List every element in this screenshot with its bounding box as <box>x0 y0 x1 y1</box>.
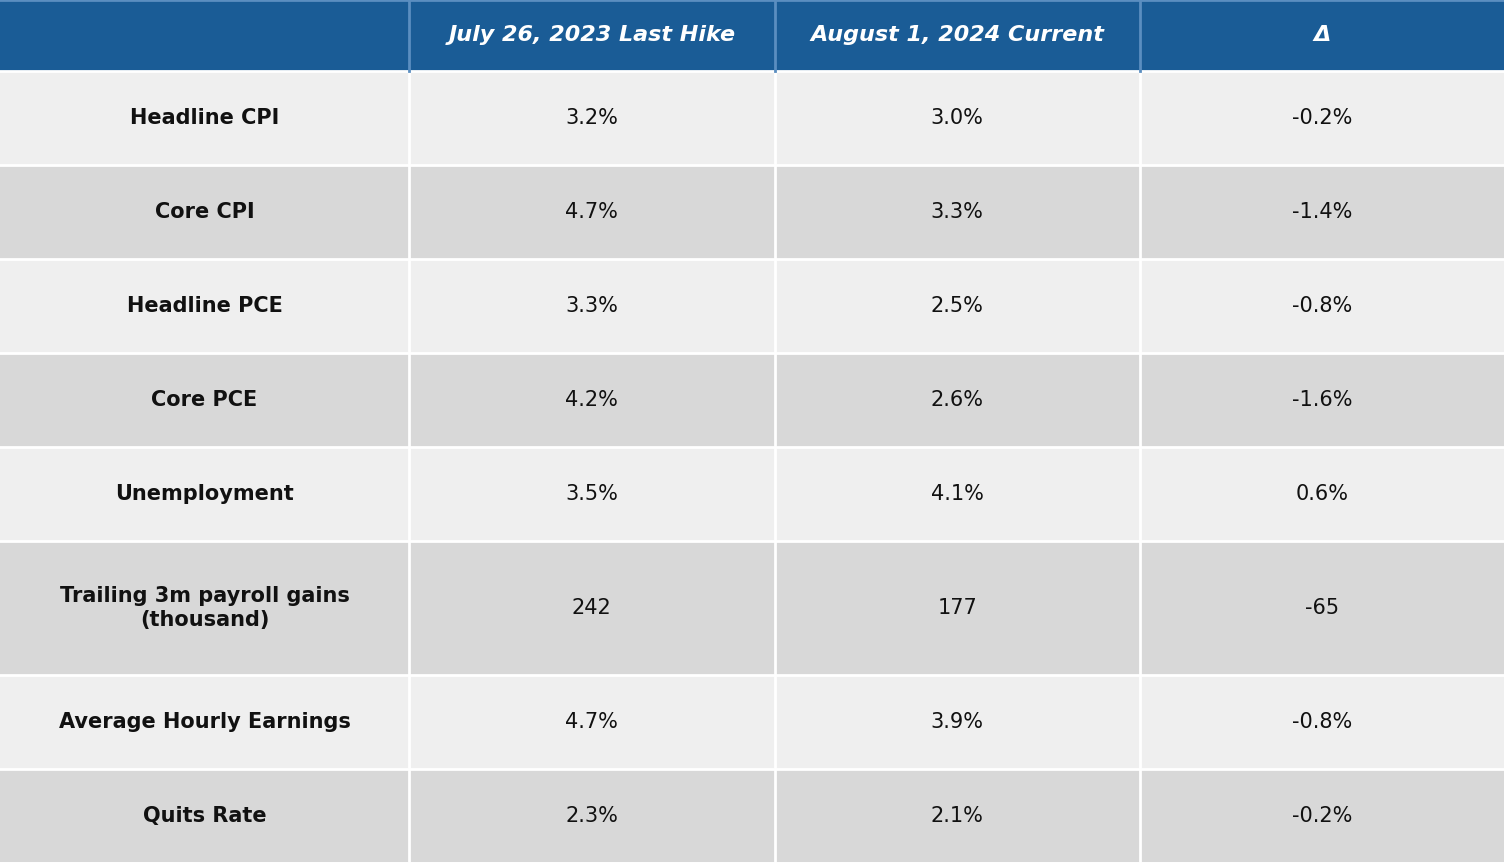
Text: 3.0%: 3.0% <box>931 108 984 128</box>
Text: 2.3%: 2.3% <box>566 806 618 826</box>
Bar <box>775 353 1140 447</box>
Text: Core PCE: Core PCE <box>152 390 257 410</box>
Text: 4.7%: 4.7% <box>566 712 618 732</box>
Bar <box>0 165 409 259</box>
Text: 4.2%: 4.2% <box>566 390 618 410</box>
Bar <box>409 353 775 447</box>
Bar <box>409 447 775 541</box>
Text: Average Hourly Earnings: Average Hourly Earnings <box>59 712 350 732</box>
Bar <box>1140 0 1504 71</box>
Text: 3.9%: 3.9% <box>931 712 984 732</box>
Text: 2.6%: 2.6% <box>931 390 984 410</box>
Bar <box>1140 259 1504 353</box>
Bar <box>1140 769 1504 863</box>
Text: Headline PCE: Headline PCE <box>126 296 283 316</box>
Text: 2.1%: 2.1% <box>931 806 984 826</box>
Bar <box>0 447 409 541</box>
Bar <box>775 71 1140 165</box>
Bar <box>1140 675 1504 769</box>
Bar <box>1140 165 1504 259</box>
Bar <box>0 675 409 769</box>
Text: 242: 242 <box>572 598 612 618</box>
Bar <box>0 353 409 447</box>
Text: 0.6%: 0.6% <box>1295 484 1349 504</box>
Text: Headline CPI: Headline CPI <box>129 108 280 128</box>
Text: -0.8%: -0.8% <box>1292 296 1352 316</box>
Bar <box>1140 447 1504 541</box>
Text: -0.2%: -0.2% <box>1292 806 1352 826</box>
Text: 4.1%: 4.1% <box>931 484 984 504</box>
Bar <box>0 0 409 71</box>
Bar <box>0 71 409 165</box>
Text: Quits Rate: Quits Rate <box>143 806 266 826</box>
Bar <box>409 675 775 769</box>
Text: Unemployment: Unemployment <box>116 484 293 504</box>
Bar <box>0 769 409 863</box>
Bar <box>1140 71 1504 165</box>
Bar <box>409 259 775 353</box>
Text: August 1, 2024 Current: August 1, 2024 Current <box>811 25 1104 46</box>
Text: 2.5%: 2.5% <box>931 296 984 316</box>
Bar <box>0 259 409 353</box>
Bar <box>409 165 775 259</box>
Text: 3.3%: 3.3% <box>931 202 984 222</box>
Text: July 26, 2023 Last Hike: July 26, 2023 Last Hike <box>448 25 735 46</box>
Bar <box>775 165 1140 259</box>
Text: 3.5%: 3.5% <box>566 484 618 504</box>
Text: -0.2%: -0.2% <box>1292 108 1352 128</box>
Text: -1.4%: -1.4% <box>1292 202 1352 222</box>
Bar <box>0 541 409 675</box>
Bar <box>775 769 1140 863</box>
Text: 3.2%: 3.2% <box>566 108 618 128</box>
Bar <box>775 675 1140 769</box>
Bar <box>1140 541 1504 675</box>
Bar <box>775 0 1140 71</box>
Bar <box>409 769 775 863</box>
Text: Trailing 3m payroll gains
(thousand): Trailing 3m payroll gains (thousand) <box>60 587 349 630</box>
Text: -0.8%: -0.8% <box>1292 712 1352 732</box>
Bar <box>1140 353 1504 447</box>
Bar <box>409 0 775 71</box>
Text: Core CPI: Core CPI <box>155 202 254 222</box>
Bar <box>409 71 775 165</box>
Bar <box>775 259 1140 353</box>
Bar <box>775 447 1140 541</box>
Text: -1.6%: -1.6% <box>1292 390 1352 410</box>
Text: 4.7%: 4.7% <box>566 202 618 222</box>
Text: 3.3%: 3.3% <box>566 296 618 316</box>
Text: Δ: Δ <box>1313 25 1331 46</box>
Text: -65: -65 <box>1305 598 1339 618</box>
Text: 177: 177 <box>937 598 978 618</box>
Bar <box>775 541 1140 675</box>
Bar <box>409 541 775 675</box>
